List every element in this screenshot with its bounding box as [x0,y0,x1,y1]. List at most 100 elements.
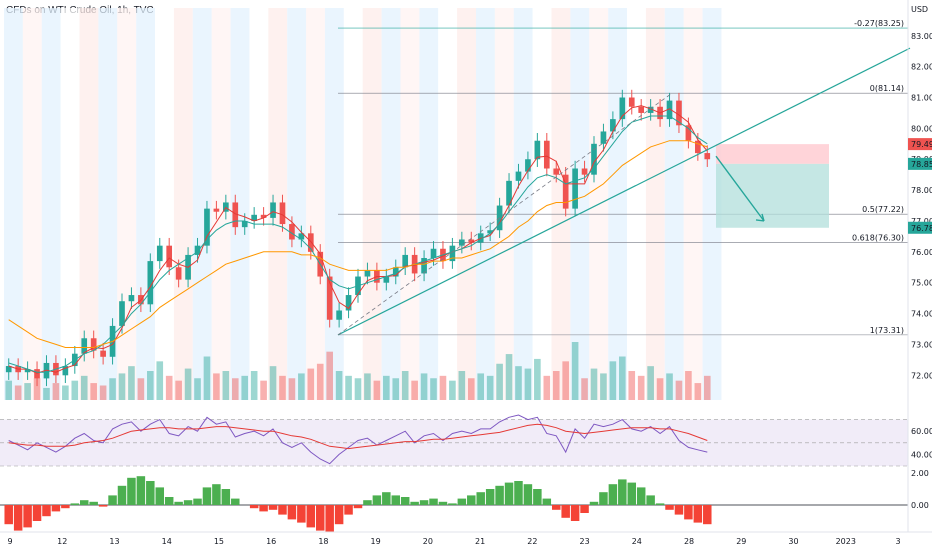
volume-bar [515,366,522,400]
candle-body[interactable] [260,214,267,218]
candle-body[interactable] [251,214,257,221]
session-band [268,8,288,400]
candle-body[interactable] [147,261,154,305]
candle-body[interactable] [241,220,248,228]
candle-body[interactable] [534,140,541,160]
volume-bar [486,375,494,400]
candle-body[interactable] [487,230,493,234]
macd-histogram-bar [353,505,363,509]
candle-body[interactable] [279,202,286,225]
candle-body[interactable] [676,100,682,126]
candle-body[interactable] [572,168,578,209]
candle-body[interactable] [24,369,31,373]
candle-body[interactable] [525,159,531,172]
candle-body[interactable] [685,125,692,141]
candle-body[interactable] [477,233,484,243]
candle-body[interactable] [175,267,182,280]
volume-bar [43,387,50,400]
candle-body[interactable] [383,276,390,283]
candle-body[interactable] [100,350,106,357]
price-axis: 72.0073.0074.0075.0076.0077.0078.0079.00… [907,0,932,532]
macd-histogram-bar [98,505,108,507]
candle-body[interactable] [166,245,173,268]
candle-body[interactable] [638,106,645,113]
candle-body[interactable] [468,239,475,243]
time-tick-label: 12 [57,537,67,546]
candle-body[interactable] [204,208,210,246]
candle-body[interactable] [449,245,456,262]
session-band [173,8,193,400]
moving-averages [8,105,708,374]
candle-body[interactable] [610,119,616,132]
candle-body[interactable] [194,245,201,255]
candle-body[interactable] [298,233,305,240]
candle-body[interactable] [81,338,88,354]
candle-body[interactable] [553,168,560,175]
candle-body[interactable] [364,270,371,277]
candle-body[interactable] [119,301,125,326]
candle-body[interactable] [62,366,69,376]
candle-body[interactable] [156,245,163,262]
candle-body[interactable] [307,233,314,252]
candle-body[interactable] [515,171,522,181]
volume-bar [269,366,277,400]
candle-body[interactable] [695,140,701,154]
candle-body[interactable] [90,338,97,351]
candle-body[interactable] [128,295,135,302]
candle-body[interactable] [600,131,607,144]
macd-histogram-bar [665,505,674,510]
candle-body[interactable] [5,366,12,373]
projection-arrow-head [755,213,765,222]
session-band [211,8,231,400]
candle-body[interactable] [543,140,550,169]
candle-body[interactable] [213,208,220,212]
candle-body[interactable] [34,369,40,379]
candle-body[interactable] [619,97,626,120]
candle-body[interactable] [459,239,465,246]
candle-body[interactable] [628,97,635,107]
candle-body[interactable] [506,180,512,206]
candle-body[interactable] [402,254,409,268]
candle-body[interactable] [581,168,588,175]
session-band [570,8,590,400]
volume-bar [354,378,362,400]
volume-bar [260,380,267,400]
macd-histogram-bar [202,487,212,505]
candle-body[interactable] [430,248,437,259]
volume-bar [71,380,79,400]
candle-body[interactable] [345,295,352,311]
macd-panel: 2.00 0.00 [0,469,929,533]
candle-body[interactable] [270,202,276,218]
volume-bar [279,375,286,400]
candle-body[interactable] [647,106,654,113]
volume-bar [619,356,626,400]
candle-body[interactable] [336,310,342,320]
candle-body[interactable] [421,258,427,274]
candle-body[interactable] [289,224,295,240]
candle-body[interactable] [704,153,711,160]
volume-bar [109,378,116,400]
candle-body[interactable] [562,174,569,209]
candle-body[interactable] [232,202,239,228]
macd-histogram-bar [476,492,485,505]
macd-histogram-bar [580,505,589,513]
take-profit-zone[interactable] [716,163,829,228]
volume-bar [288,378,296,400]
volume-bar [694,383,702,400]
candle-body[interactable] [666,100,673,120]
stop-loss-zone[interactable] [716,144,829,164]
macd-histogram-bar [183,500,193,505]
fib-level-label: 0.618(76.30) [852,234,904,243]
session-band [4,8,23,400]
candle-body[interactable] [326,276,333,320]
rising-support-trendline[interactable] [337,47,911,336]
session-band [192,8,212,400]
macd-histogram-bar [259,505,268,512]
candle-body[interactable] [392,267,399,277]
session-band [287,8,307,400]
volume-bar [534,358,541,400]
macd-histogram-bar [287,505,297,520]
currency-label: USD [911,5,928,14]
candle-body[interactable] [591,143,597,175]
